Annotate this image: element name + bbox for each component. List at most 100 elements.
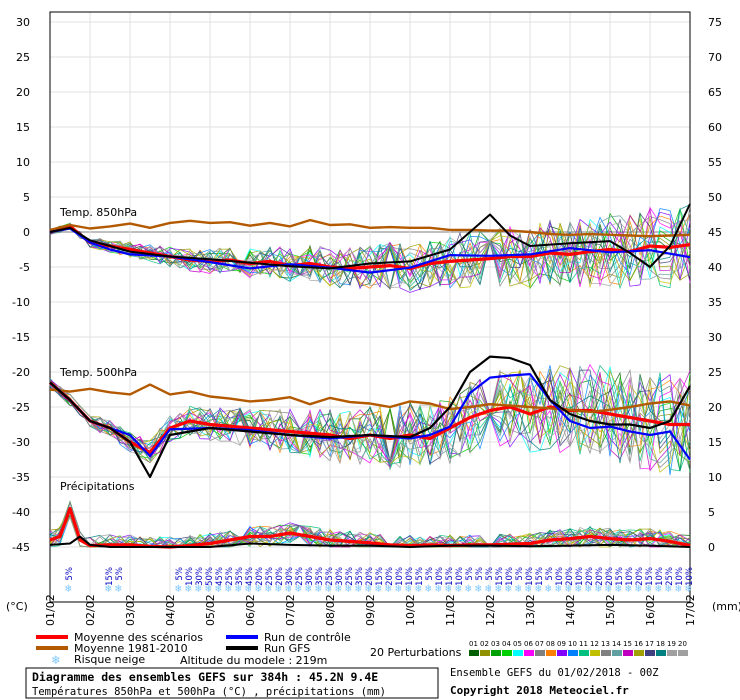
snow-risk-label: 25%: [225, 567, 235, 586]
left-unit-label: (°C): [6, 600, 28, 613]
snow-risk-label: 5%: [475, 567, 485, 581]
right-tick-label: 50: [708, 191, 722, 204]
snow-risk-label: 25%: [325, 567, 335, 586]
x-tick-label: 15/02: [604, 594, 617, 626]
snow-risk-label: 30%: [285, 567, 295, 586]
pert-number-label: 17: [645, 640, 654, 648]
label-temp-850: Temp. 850hPa: [59, 206, 137, 219]
snow-risk-label: 45%: [245, 567, 255, 586]
left-tick-label: 20: [16, 86, 30, 99]
snow-risk-label: 20%: [585, 567, 595, 586]
perturbation-swatches: 01 02 03 04 05 06 07 08 09 10 11 12 13 14 15 16 17 18 19 20: [469, 640, 688, 656]
x-tick-label: 08/02: [324, 594, 337, 626]
snowflake-icon: ❄: [205, 582, 212, 595]
right-tick-label: 20: [708, 401, 722, 414]
snow-risk-label: 10%: [675, 567, 685, 586]
pert-number-label: 01: [469, 640, 478, 648]
series-clim500: [49, 383, 691, 414]
snow-risk-label: 5%: [485, 567, 495, 581]
right-tick-label: 30: [708, 331, 722, 344]
pert-number-label: 06: [524, 640, 533, 648]
snowflake-icon: ❄: [525, 582, 532, 595]
left-tick-label: 10: [16, 156, 30, 169]
snowflake-icon: ❄: [375, 582, 382, 595]
x-tick-label: 07/02: [284, 594, 297, 626]
grid-lines: [49, 12, 691, 602]
perturbation-line: [49, 365, 691, 476]
snow-risk-label: 20%: [385, 567, 395, 586]
snow-risk-label: 20%: [365, 567, 375, 586]
snowflake-icon: ❄: [595, 582, 602, 595]
snow-risk-label: 15%: [105, 567, 115, 586]
pert-color-swatch: [678, 650, 688, 656]
snow-risk-label: 10%: [395, 567, 405, 586]
snowflake-icon: ❄: [395, 582, 402, 595]
pert-number-label: 07: [535, 640, 544, 648]
left-tick-label: -25: [12, 401, 30, 414]
perturbation-line: [49, 208, 691, 290]
pert-color-swatch: [667, 650, 677, 656]
pert-number-label: 04: [502, 640, 511, 648]
snow-risk-label: 25%: [265, 567, 275, 586]
x-tick-label: 12/02: [484, 594, 497, 626]
snowflake-icon: ❄: [615, 582, 622, 595]
pert-color-swatch: [568, 650, 578, 656]
snow-risk-label: 30%: [335, 567, 345, 586]
pert-number-label: 05: [513, 640, 522, 648]
pert-number-label: 12: [590, 640, 599, 648]
pert-number-label: 03: [491, 640, 500, 648]
pert-color-swatch: [634, 650, 644, 656]
right-tick-label: 10: [708, 471, 722, 484]
pert-color-swatch: [623, 650, 633, 656]
snowflake-icon: ❄: [105, 582, 112, 595]
pert-color-swatch: [645, 650, 655, 656]
snow-risk-band: ❄5%❄15%❄5%❄5%❄10%❄30%❄50%❄45%❄25%❄35%❄45…: [65, 567, 695, 595]
left-tick-label: -45: [12, 541, 30, 554]
snowflake-icon: ❄: [355, 582, 362, 595]
snowflake-icon: ❄: [485, 582, 492, 595]
snow-risk-label: 25%: [345, 567, 355, 586]
footer-box: [25, 667, 439, 699]
snowflake-icon: ❄: [515, 582, 522, 595]
x-tick-label: 10/02: [404, 594, 417, 626]
snowflake-icon: ❄: [345, 582, 352, 595]
left-tick-label: -15: [12, 331, 30, 344]
snowflake-icon: ❄: [175, 582, 182, 595]
snowflake-icon: ❄: [65, 582, 72, 595]
snowflake-icon: ❄: [665, 582, 672, 595]
legend-gfs-label: Run GFS: [264, 642, 310, 655]
series-meanPrecip: [49, 506, 691, 549]
snowflake-icon: ❄: [685, 582, 692, 595]
pert-number-label: 19: [667, 640, 676, 648]
label-temp-500: Temp. 500hPa: [59, 366, 137, 379]
left-tick-label: 5: [23, 191, 30, 204]
pert-number-label: 13: [601, 640, 610, 648]
snowflake-icon: ❄: [235, 582, 242, 595]
x-tick-label: 11/02: [444, 594, 457, 626]
snowflake-icon: ❄: [465, 582, 472, 595]
left-tick-label: -30: [12, 436, 30, 449]
snowflake-icon: ❄: [335, 582, 342, 595]
run-info: Ensemble GEFS du 01/02/2018 - 00Z: [450, 667, 659, 679]
snowflake-icon: ❄: [405, 582, 412, 595]
snow-risk-label: 10%: [455, 567, 465, 586]
right-tick-label: 55: [708, 156, 722, 169]
pert-number-label: 02: [480, 640, 489, 648]
pert-color-swatch: [469, 650, 479, 656]
x-tick-label: 16/02: [644, 594, 657, 626]
snow-risk-label: 15%: [375, 567, 385, 586]
snow-risk-label: 5%: [115, 567, 125, 581]
snowflake-icon: ❄: [51, 653, 60, 668]
legend-mean-label: Moyenne des scénarios: [74, 631, 203, 644]
pert-color-swatch: [546, 650, 556, 656]
snowflake-icon: ❄: [565, 582, 572, 595]
snow-risk-label: 10%: [625, 567, 635, 586]
snow-risk-label: 5%: [545, 567, 555, 581]
snow-risk-label: 10%: [405, 567, 415, 586]
snowflake-icon: ❄: [385, 582, 392, 595]
pert-number-label: 09: [557, 640, 566, 648]
left-tick-label: -35: [12, 471, 30, 484]
pert-color-swatch: [656, 650, 666, 656]
pert-number-label: 15: [623, 640, 632, 648]
snowflake-icon: ❄: [575, 582, 582, 595]
